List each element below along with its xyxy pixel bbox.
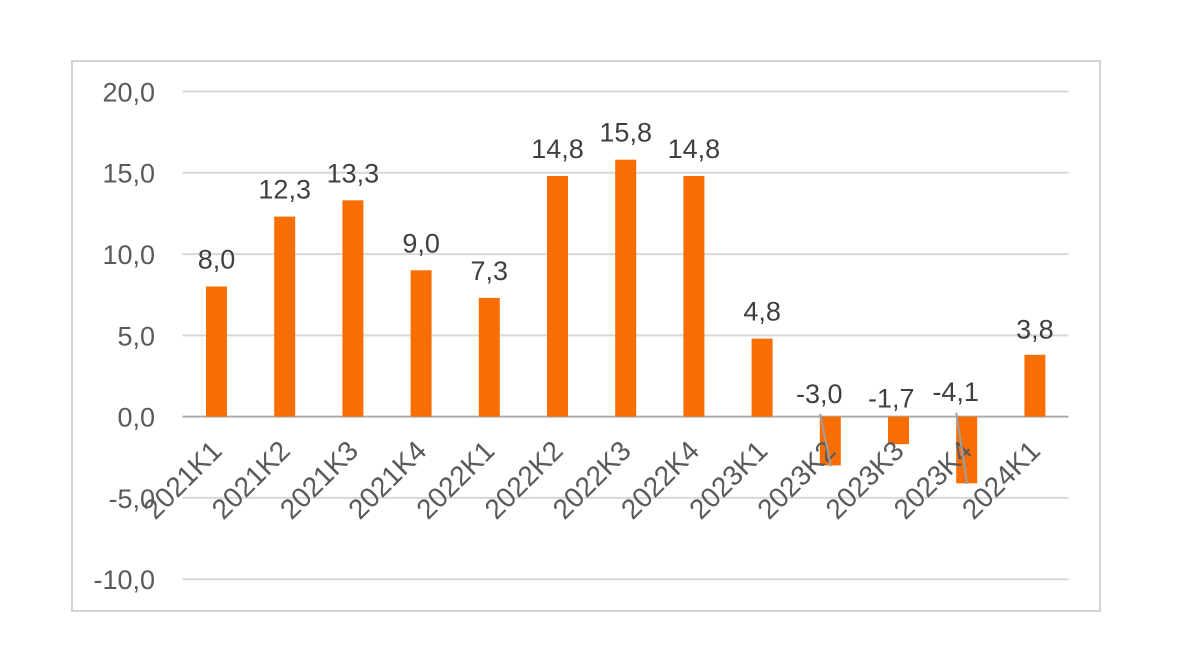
svg-text:7,3: 7,3 bbox=[471, 256, 509, 286]
svg-text:-10,0: -10,0 bbox=[93, 565, 155, 595]
svg-text:15,0: 15,0 bbox=[102, 159, 155, 189]
svg-text:9,0: 9,0 bbox=[402, 228, 440, 258]
svg-text:13,3: 13,3 bbox=[327, 158, 380, 188]
svg-text:0,0: 0,0 bbox=[117, 403, 155, 433]
svg-text:14,8: 14,8 bbox=[531, 134, 584, 164]
svg-text:14,8: 14,8 bbox=[668, 134, 721, 164]
svg-text:3,8: 3,8 bbox=[1016, 314, 1054, 344]
svg-text:-5,0: -5,0 bbox=[108, 484, 155, 514]
svg-text:20,0: 20,0 bbox=[102, 77, 155, 107]
svg-text:-3,0: -3,0 bbox=[796, 379, 843, 409]
svg-text:12,3: 12,3 bbox=[258, 175, 311, 205]
svg-text:5,0: 5,0 bbox=[117, 321, 155, 351]
svg-text:4,8: 4,8 bbox=[743, 297, 781, 327]
svg-text:-1,7: -1,7 bbox=[868, 384, 915, 414]
svg-text:15,8: 15,8 bbox=[599, 118, 652, 148]
svg-text:8,0: 8,0 bbox=[198, 245, 236, 275]
svg-text:10,0: 10,0 bbox=[102, 240, 155, 270]
svg-text:-4,1: -4,1 bbox=[932, 377, 979, 407]
